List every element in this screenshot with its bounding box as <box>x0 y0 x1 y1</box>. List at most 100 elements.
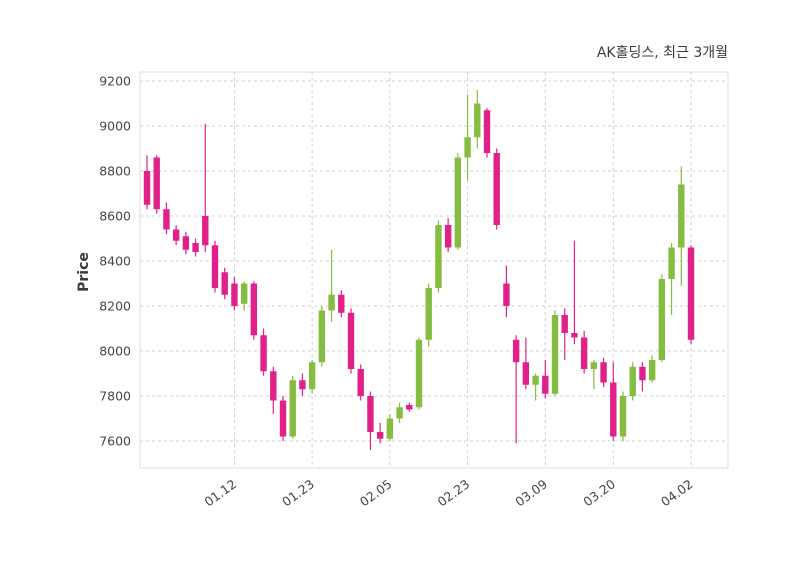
candle-body <box>580 337 588 369</box>
candle <box>668 243 675 315</box>
candle <box>503 265 510 318</box>
candle-body <box>571 333 578 338</box>
candle <box>425 283 432 347</box>
candle-body <box>192 243 199 252</box>
candle-body <box>648 360 656 381</box>
y-tick-label: 8000 <box>99 344 131 359</box>
candle <box>221 267 228 300</box>
x-tick-label: 02.23 <box>435 476 473 509</box>
candle <box>483 108 491 158</box>
candle <box>415 337 423 410</box>
candle-body <box>464 137 471 158</box>
candle-body <box>425 288 432 340</box>
candle <box>376 423 384 444</box>
candle <box>143 155 151 210</box>
candle <box>551 310 559 396</box>
candle <box>347 308 355 374</box>
candle <box>580 330 588 374</box>
candle <box>211 240 219 293</box>
candle-body <box>610 382 617 437</box>
candle <box>279 396 287 441</box>
candle-body <box>240 283 248 304</box>
candle <box>260 328 267 376</box>
candle-body <box>250 283 258 336</box>
candle <box>474 90 481 149</box>
x-tick-label: 03.09 <box>512 476 550 509</box>
candle <box>250 281 258 340</box>
candle-body <box>318 310 326 363</box>
x-tick-label: 01.23 <box>279 476 317 509</box>
candle <box>153 155 160 214</box>
candle-body <box>561 315 568 333</box>
candle <box>367 391 374 450</box>
candle-body <box>658 279 666 360</box>
candle <box>522 337 530 390</box>
candle <box>435 220 442 293</box>
plot-area: 7600 7800 8000 8200 8400 8600 8800 9000 9200 01.1… <box>99 71 729 509</box>
candle <box>328 249 335 322</box>
x-tick-label: 04.02 <box>658 476 696 509</box>
candle-body <box>357 369 364 396</box>
candle <box>289 375 296 439</box>
candle-body <box>503 283 510 306</box>
candle-body <box>678 184 685 248</box>
candle <box>600 357 607 387</box>
candle <box>542 360 549 399</box>
x-tick-label: 03.20 <box>580 476 618 509</box>
candle-body <box>279 400 287 437</box>
candle <box>202 123 209 252</box>
candle-body <box>474 103 481 138</box>
candle-body <box>386 418 394 439</box>
candle-body <box>221 272 228 295</box>
y-tick-label: 9000 <box>99 119 131 134</box>
candle <box>338 290 345 318</box>
candle-body <box>367 396 374 432</box>
candle-body <box>270 371 277 401</box>
candle-body <box>542 375 549 394</box>
candle-body <box>415 339 423 408</box>
chart-title: AK홀딩스, 최근 3개월 <box>597 45 728 61</box>
candle <box>172 225 180 246</box>
candle-body <box>639 366 646 381</box>
candle <box>678 166 685 286</box>
candle <box>493 148 500 230</box>
candle <box>357 364 364 401</box>
candle-body <box>347 312 355 369</box>
candle-body <box>182 236 190 250</box>
y-tick-label: 8600 <box>99 209 131 224</box>
y-tick-label: 8200 <box>99 299 131 314</box>
candle <box>629 362 636 401</box>
x-tick-label: 01.12 <box>201 476 239 509</box>
candle <box>192 238 199 257</box>
candle <box>182 231 190 255</box>
candle-body <box>153 157 160 210</box>
candle <box>396 402 403 423</box>
candle <box>318 306 326 367</box>
x-tick-label: 02.05 <box>357 476 395 509</box>
candle-body <box>551 315 559 394</box>
candle-body <box>629 366 636 396</box>
plot-border <box>139 71 729 469</box>
candle-body <box>299 380 306 390</box>
candle-body <box>483 110 491 153</box>
candle <box>299 373 306 396</box>
candle <box>532 373 539 401</box>
candle-body <box>532 375 539 385</box>
candle-body <box>687 247 695 340</box>
candle <box>444 218 452 252</box>
candle <box>590 360 598 390</box>
candle-body <box>590 362 598 369</box>
y-tick-label: 8800 <box>99 164 131 179</box>
candle-body <box>376 432 384 439</box>
candle-body <box>231 283 238 306</box>
candle <box>512 335 520 444</box>
y-tick-label: 7600 <box>99 434 131 449</box>
candle-body <box>143 171 151 205</box>
candle-body <box>211 245 219 288</box>
candle-body <box>600 362 607 383</box>
candle-body <box>512 339 520 363</box>
candle <box>464 94 471 180</box>
candle-body <box>163 209 170 230</box>
candle-body <box>406 405 413 410</box>
